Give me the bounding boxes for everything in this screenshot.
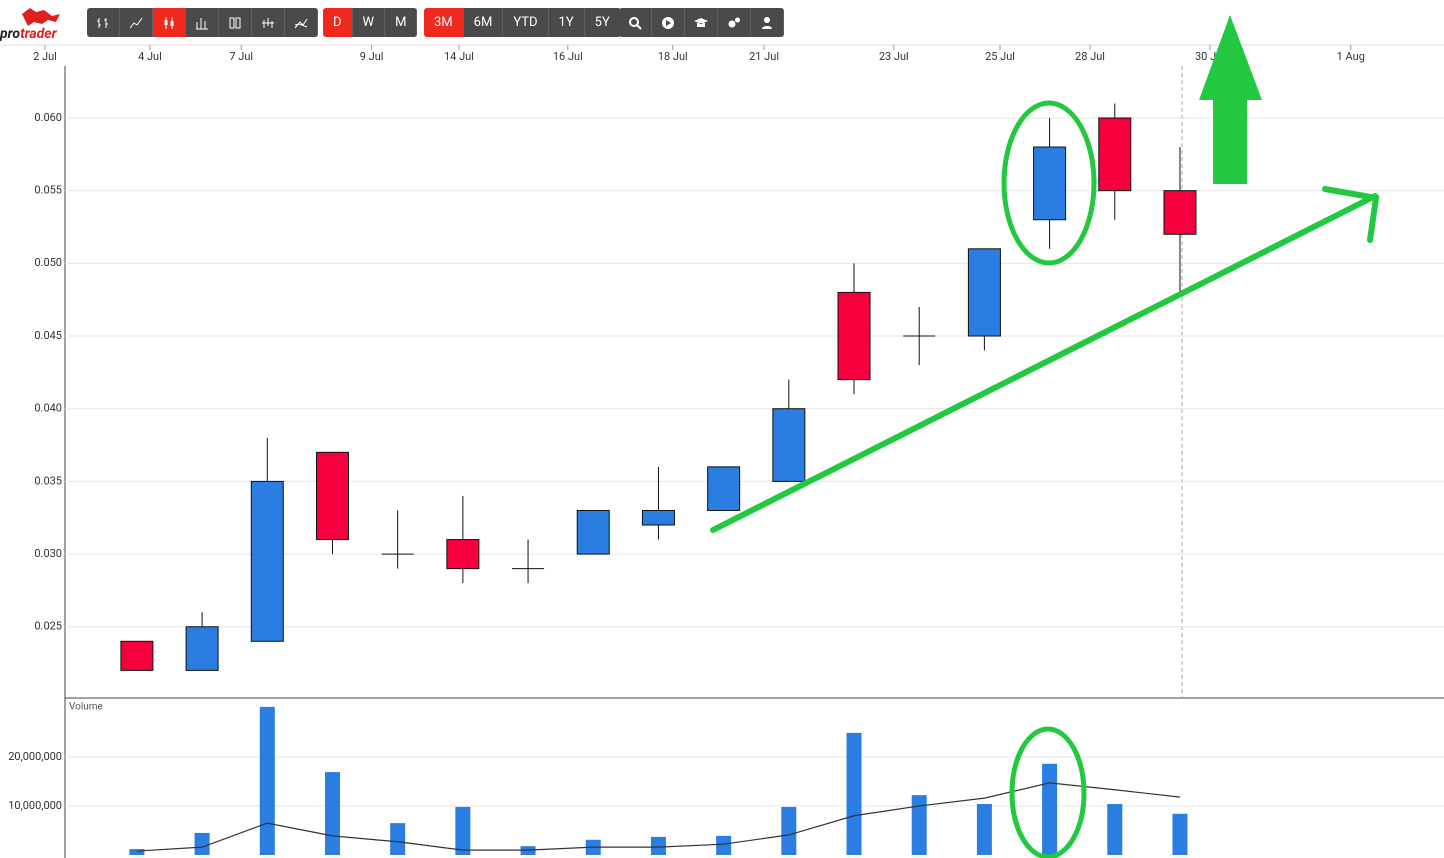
- volume-bar: [324, 772, 340, 855]
- volume-bar: [129, 849, 145, 855]
- toolbar-button[interactable]: 1Y: [548, 8, 585, 37]
- x-tick-label: 18 Jul: [658, 50, 688, 63]
- volume-bar: [455, 806, 471, 855]
- play-button[interactable]: [652, 8, 685, 37]
- settings-button[interactable]: [718, 8, 751, 37]
- panel-title: Volume: [69, 702, 103, 713]
- y-tick-label: 0.030: [34, 547, 62, 560]
- toolbar-button[interactable]: YTD: [503, 8, 549, 37]
- annotations: [710, 100, 1380, 858]
- x-tick-label: 4 Jul: [138, 50, 162, 63]
- y-tick-label: 0.060: [34, 111, 62, 124]
- x-tick-label: 7 Jul: [229, 50, 253, 63]
- candle-body: [185, 626, 219, 671]
- ohlc-button[interactable]: [87, 8, 120, 37]
- volume-bar: [1107, 803, 1123, 855]
- candle-body: [446, 539, 480, 570]
- chart-type-group: [87, 8, 318, 37]
- volume-bar: [259, 706, 275, 855]
- x-tick-label: 2 Jul: [33, 50, 57, 63]
- volume-bar: [194, 832, 210, 855]
- highlight-ellipse: [1001, 100, 1097, 266]
- y-tick-label: 0.035: [34, 474, 62, 487]
- volume-bar: [716, 835, 732, 855]
- search-button[interactable]: [619, 8, 652, 37]
- logo: protrader: [0, 8, 60, 42]
- plot: 2 Jul 4 Jul 7 Jul 9 Jul 14 Jul 16 Jul 18 Jul 21…: [8, 45, 1444, 855]
- toolbar-button[interactable]: 3M: [424, 8, 464, 37]
- renko-button[interactable]: [252, 8, 285, 37]
- x-tick-label: 1 Aug: [1337, 50, 1365, 63]
- y-tick-label: 0.055: [34, 184, 62, 197]
- y-tick-label: 0.040: [34, 402, 62, 415]
- candle-button[interactable]: [153, 8, 186, 37]
- logo-icon: [22, 8, 60, 26]
- candle-body: [837, 291, 871, 381]
- volume-bar: [781, 806, 797, 855]
- toolbar-button[interactable]: 5Y: [584, 8, 621, 37]
- toolbar-button[interactable]: M: [385, 8, 418, 37]
- x-tick-label: 16 Jul: [553, 50, 583, 63]
- volume-bar: [390, 823, 406, 855]
- candle-body: [576, 509, 610, 555]
- candle-body: [315, 451, 349, 541]
- y-tick-label: 20,000,000: [8, 750, 62, 763]
- candle-body: [707, 466, 741, 511]
- line-button[interactable]: [120, 8, 153, 37]
- heikin-button[interactable]: [219, 8, 252, 37]
- candle-body: [250, 480, 284, 642]
- y-tick-label: 0.045: [34, 329, 62, 342]
- tools-group: [619, 8, 784, 37]
- up-arrow: [1199, 15, 1262, 184]
- highlight-ellipse: [1009, 726, 1087, 858]
- candle-body: [120, 640, 154, 671]
- logo-text: protrader: [0, 26, 58, 42]
- toolbar-button[interactable]: D: [323, 8, 353, 37]
- y-tick-label: 0.050: [34, 256, 62, 269]
- learn-button[interactable]: [685, 8, 718, 37]
- toolbar-button[interactable]: 6M: [463, 8, 504, 37]
- y-tick-label: 0.025: [34, 620, 62, 633]
- x-tick-label: 14 Jul: [444, 50, 474, 63]
- candle-body: [772, 408, 806, 482]
- trend-arrow: [710, 186, 1380, 533]
- volume-bar: [650, 836, 666, 855]
- candle-body: [641, 509, 675, 526]
- volume-average: [136, 782, 1181, 852]
- range-group: 3M 6M YTD 1Y 5Y: [424, 8, 621, 37]
- y-tick-label: 10,000,000: [8, 799, 62, 812]
- bar-button[interactable]: [186, 8, 219, 37]
- indicator-button[interactable]: [285, 8, 318, 37]
- candle-body: [1163, 190, 1197, 235]
- volume-bar: [846, 732, 862, 855]
- x-tick-label: 9 Jul: [360, 50, 384, 63]
- x-tick-label: 21 Jul: [749, 50, 779, 63]
- candle-body: [1033, 146, 1067, 221]
- volume-bar: [911, 795, 927, 855]
- toolbar-button[interactable]: W: [352, 8, 386, 37]
- x-tick-label: 23 Jul: [879, 50, 909, 63]
- candle-body: [967, 248, 1001, 337]
- user-button[interactable]: [751, 8, 784, 37]
- logo-suffix: trader: [20, 26, 58, 42]
- logo-prefix: pro: [0, 26, 20, 42]
- volume-bar: [1042, 763, 1058, 855]
- volume-bar: [976, 803, 992, 855]
- x-tick-label: 28 Jul: [1075, 50, 1105, 63]
- x-tick-label: 25 Jul: [985, 50, 1015, 63]
- volume-bar: [1172, 813, 1188, 855]
- candle-body: [1098, 117, 1132, 192]
